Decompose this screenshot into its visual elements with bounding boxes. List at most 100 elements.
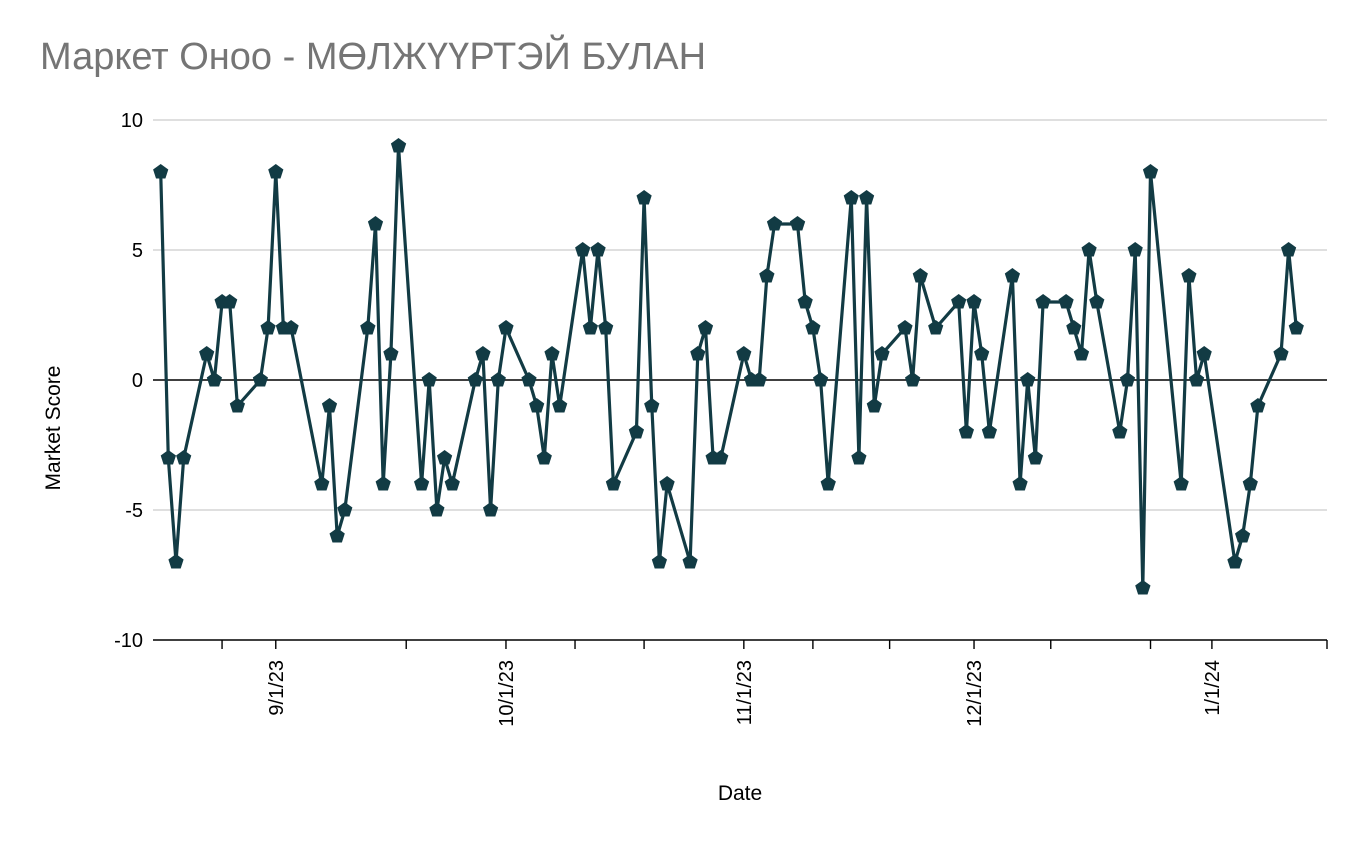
data-point <box>1119 372 1136 387</box>
data-point <box>751 372 767 387</box>
y-tick-label: 10 <box>121 110 143 132</box>
data-point <box>498 320 514 335</box>
data-point <box>797 294 813 309</box>
data-point <box>437 450 453 465</box>
data-point <box>644 398 660 413</box>
data-point <box>337 502 353 517</box>
data-point <box>1227 554 1243 569</box>
data-point <box>1281 242 1297 257</box>
data-point <box>529 398 545 413</box>
data-point <box>958 424 974 439</box>
data-point <box>951 294 967 309</box>
data-point <box>1004 268 1020 283</box>
data-point <box>759 268 775 283</box>
chart-title: Маркет Оноо - МӨЛЖҮҮРТЭЙ БУЛАН <box>40 36 707 78</box>
data-point <box>659 476 675 491</box>
data-point <box>421 372 437 387</box>
data-point <box>866 398 882 413</box>
tick-labels: 10 5 0 -5 -10 9/1/23 10/1/23 11/1/23 12/1/23 1/1/… <box>114 110 1224 727</box>
series-line <box>159 145 1298 589</box>
data-point <box>429 502 445 517</box>
y-tick-label: -5 <box>125 500 143 522</box>
data-point <box>1058 294 1074 309</box>
data-point <box>160 450 176 465</box>
data-point <box>575 242 591 257</box>
data-point <box>206 372 222 387</box>
data-point <box>1242 476 1258 491</box>
data-point <box>375 476 391 491</box>
data-point <box>697 320 714 335</box>
data-point <box>1173 476 1189 491</box>
data-point <box>1112 424 1128 439</box>
data-point <box>552 398 568 413</box>
data-point <box>521 372 537 387</box>
data-point <box>981 424 997 439</box>
data-point <box>1081 242 1097 257</box>
data-point <box>974 346 990 361</box>
data-point <box>1188 372 1205 387</box>
data-point <box>490 372 506 387</box>
data-point <box>314 476 330 491</box>
x-tick-label: 9/1/23 <box>266 660 288 716</box>
data-point <box>1181 268 1197 283</box>
x-tick-label: 10/1/23 <box>496 660 518 727</box>
y-axis-label: Market Score <box>42 366 65 491</box>
data-point <box>851 450 867 465</box>
data-point <box>582 320 598 335</box>
data-point <box>713 450 729 465</box>
data-point <box>1027 450 1043 465</box>
data-point <box>475 346 491 361</box>
data-point <box>268 164 284 179</box>
series-line-layer <box>159 145 1298 589</box>
data-point <box>805 320 821 335</box>
data-point <box>536 450 552 465</box>
data-point <box>1073 346 1090 361</box>
data-point <box>1250 398 1266 413</box>
axes <box>153 639 1328 649</box>
data-point <box>843 190 859 205</box>
data-point <box>467 372 483 387</box>
data-point <box>912 268 928 283</box>
y-tick-label: -10 <box>114 630 143 652</box>
data-point <box>598 320 614 335</box>
data-point <box>360 320 376 335</box>
data-point <box>1288 320 1304 335</box>
data-point <box>168 554 184 569</box>
data-point <box>651 554 667 569</box>
data-point <box>483 502 499 517</box>
data-point <box>1066 320 1082 335</box>
data-point <box>321 398 338 413</box>
data-point <box>1142 164 1159 179</box>
data-point <box>176 450 192 465</box>
data-point <box>736 346 752 361</box>
data-point <box>590 242 606 257</box>
data-point <box>874 346 890 361</box>
data-point <box>260 320 276 335</box>
data-point <box>1127 242 1143 257</box>
data-point <box>636 190 652 205</box>
data-point <box>897 320 913 335</box>
data-point <box>813 372 829 387</box>
data-point <box>1235 528 1251 543</box>
data-point <box>1089 294 1105 309</box>
data-point <box>329 528 345 543</box>
data-point <box>444 476 460 491</box>
data-point <box>859 190 875 205</box>
x-axis-label: Date <box>718 782 762 805</box>
data-points <box>153 138 1304 595</box>
data-point <box>153 164 169 179</box>
data-point <box>414 476 430 491</box>
data-point <box>283 320 299 335</box>
data-point <box>1196 346 1212 361</box>
data-point <box>383 346 399 361</box>
data-point <box>766 216 783 231</box>
data-point <box>628 424 644 439</box>
data-point <box>605 476 621 491</box>
data-point <box>690 346 706 361</box>
x-tick-label: 12/1/23 <box>964 660 986 727</box>
x-tick-label: 1/1/24 <box>1202 660 1224 716</box>
data-point <box>1020 372 1036 387</box>
data-point <box>820 476 836 491</box>
data-point <box>252 372 268 387</box>
